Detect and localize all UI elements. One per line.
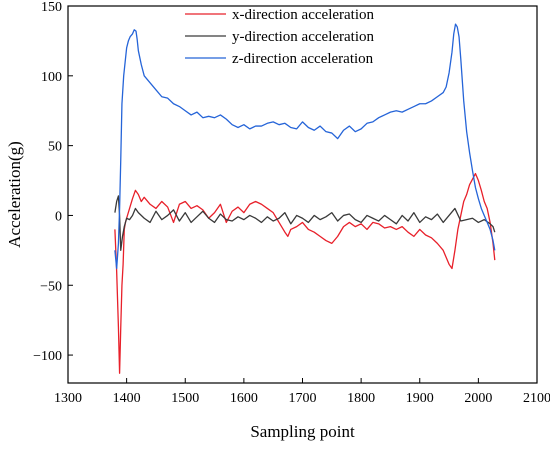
series-line-x <box>114 172 496 374</box>
legend-label-z: z-direction acceleration <box>232 51 374 67</box>
x-axis-title: Sampling point <box>250 422 355 441</box>
x-tick-label: 1900 <box>406 391 434 406</box>
legend-label-x: x-direction acceleration <box>232 7 375 23</box>
legend: x-direction acceleration y-direction acce… <box>185 7 375 67</box>
y-tick-label: −50 <box>40 279 62 294</box>
y-tick-label: 150 <box>41 0 62 15</box>
series-line-y <box>114 195 496 252</box>
x-tick-label: 1500 <box>171 391 199 406</box>
y-tick-label: 100 <box>41 70 62 85</box>
x-tick-label: 1800 <box>347 391 375 406</box>
x-tick-label: 1700 <box>289 391 317 406</box>
x-tick-label: 2100 <box>523 391 550 406</box>
y-tick-label: −100 <box>33 349 62 364</box>
legend-label-y: y-direction acceleration <box>232 29 375 45</box>
x-tick-label: 1300 <box>54 391 82 406</box>
y-tick-label: 0 <box>55 209 62 224</box>
y-tick-label: 50 <box>48 140 62 155</box>
y-axis-title: Acceleration(g) <box>5 141 24 248</box>
series-line-z <box>114 23 496 270</box>
x-tick-label: 1600 <box>230 391 258 406</box>
x-tick-label: 2000 <box>464 391 492 406</box>
x-tick-label: 1400 <box>113 391 141 406</box>
